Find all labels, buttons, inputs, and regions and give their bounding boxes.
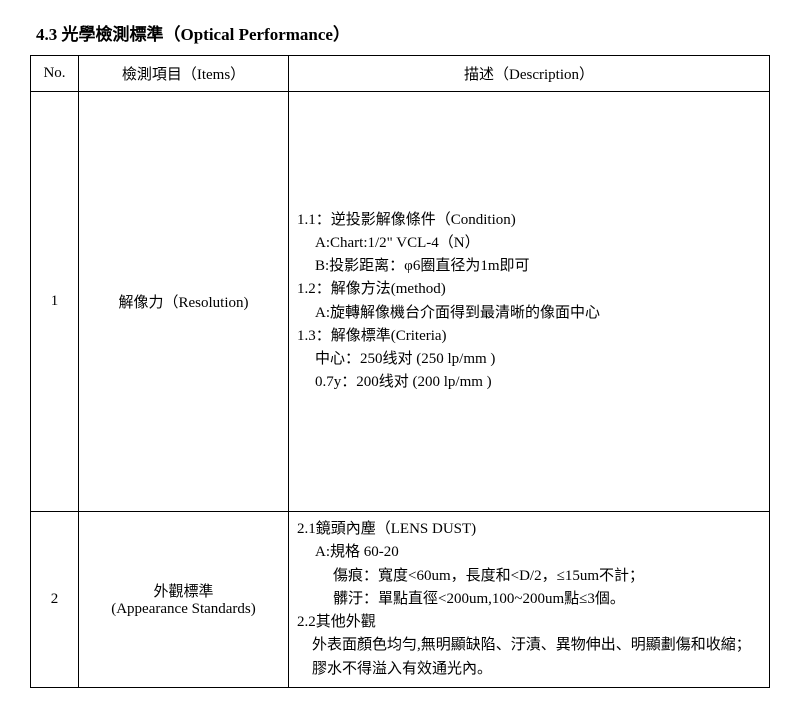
cell-item: 外觀標準 (Appearance Standards) [79,512,289,688]
table-header-row: No. 檢測項目（Items） 描述（Description） [31,56,770,92]
desc-line: 0.7y：200线对 (200 lp/mm ) [297,371,761,394]
desc-line: 1.3：解像標準(Criteria) [297,328,447,344]
col-header-desc: 描述（Description） [289,56,770,92]
cell-desc: 2.1鏡頭內塵（LENS DUST) A:規格 60-20 傷痕：寬度<60um… [289,512,770,688]
cell-item: 解像力（Resolution) [79,92,289,512]
section-title: 4.3 光學檢測標準（Optical Performance） [36,20,770,45]
col-header-item: 檢測項目（Items） [79,56,289,92]
table-row: 2 外觀標準 (Appearance Standards) 2.1鏡頭內塵（LE… [31,512,770,688]
desc-line: 傷痕：寬度<60um，長度和<D/2，≤15um不計； [297,565,761,588]
item-line: (Appearance Standards) [111,601,256,617]
desc-line: 2.2其他外觀 [297,614,376,630]
desc-line: 外表面顏色均勻,無明顯缺陷、汙漬、異物伸出、明顯劃傷和收縮；膠水不得溢入有效通光… [297,634,761,681]
desc-line: 1.1：逆投影解像條件（Condition) [297,212,516,228]
desc-line: 2.1鏡頭內塵（LENS DUST) [297,521,476,537]
desc-line: A:Chart:1/2" VCL-4（N） [297,232,761,255]
table-row: 1 解像力（Resolution) 1.1：逆投影解像條件（Condition)… [31,92,770,512]
spec-table: No. 檢測項目（Items） 描述（Description） 1 解像力（Re… [30,55,770,688]
desc-line: A:旋轉解像機台介面得到最清晰的像面中心 [297,302,761,325]
desc-line: 中心：250线对 (250 lp/mm ) [297,348,761,371]
cell-no: 1 [31,92,79,512]
desc-line: 髒汙：單點直徑<200um,100~200um點≤3個。 [297,588,761,611]
desc-line: 1.2：解像方法(method) [297,281,446,297]
cell-no: 2 [31,512,79,688]
col-header-no: No. [31,56,79,92]
desc-line: A:規格 60-20 [297,541,761,564]
desc-line: B:投影距离：φ6圈直径为1m即可 [297,255,761,278]
cell-desc: 1.1：逆投影解像條件（Condition) A:Chart:1/2" VCL-… [289,92,770,512]
item-line: 外觀標準 [153,584,213,600]
